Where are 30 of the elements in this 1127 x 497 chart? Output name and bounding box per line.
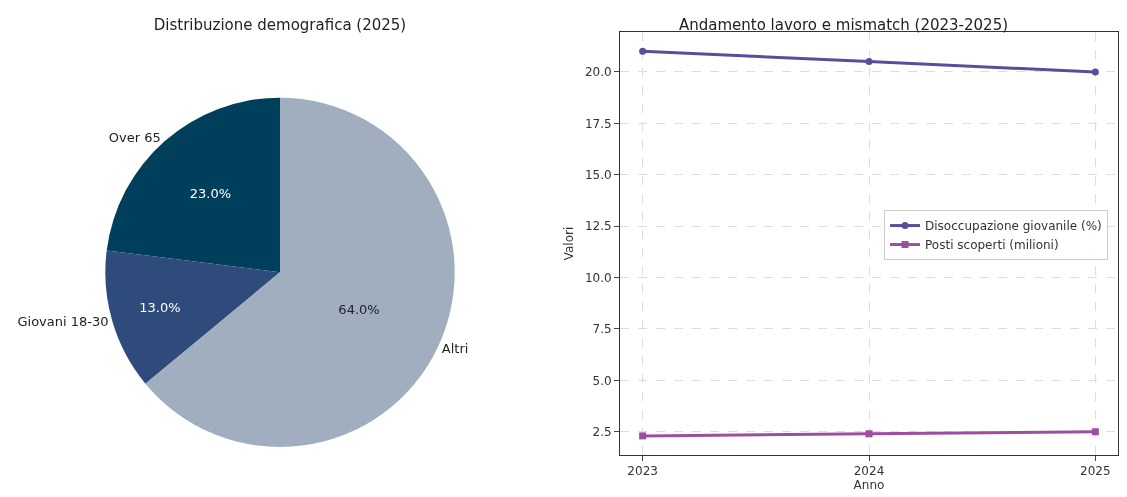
y-tick-label: 12.5 (584, 219, 612, 234)
point (1091, 428, 1099, 436)
point (639, 432, 647, 440)
y-tick-label: 2.5 (592, 424, 612, 439)
point (639, 47, 647, 55)
point (865, 58, 873, 66)
point (1091, 68, 1099, 76)
chart-title: Distribuzione demografica (2025) (153, 16, 407, 35)
y-tick-label: 7.5 (592, 322, 612, 337)
data-label: 23.0% (189, 185, 232, 201)
legend-label: Posti scoperti (milioni) (925, 238, 1059, 253)
y-tick-label: 17.5 (584, 116, 612, 131)
x-tick-label: 2024 (853, 464, 885, 479)
data-label: 13.0% (139, 299, 181, 315)
x-axis-title: Anno (853, 478, 885, 493)
pie-slice (106, 97, 280, 273)
slice-label: Altri (441, 340, 469, 356)
y-tick-label: 10.0 (584, 270, 612, 285)
y-axis-title: Valori (562, 226, 577, 261)
x-tick-label: 2023 (627, 464, 658, 479)
y-tick-label: 20.0 (584, 65, 612, 80)
chart-title: Andamento lavoro e mismatch (2023-2025) (678, 16, 1009, 35)
x-tick-label: 2025 (1080, 464, 1111, 479)
slice-label: Giovani 18-30 (17, 314, 109, 330)
point (865, 430, 873, 438)
legend-label: Disoccupazione giovanile (%) (925, 219, 1102, 234)
data-label: 64.0% (338, 302, 380, 318)
slice-label: Over 65 (108, 129, 161, 145)
y-tick-label: 15.0 (584, 167, 612, 182)
y-tick-label: 5.0 (592, 373, 612, 388)
